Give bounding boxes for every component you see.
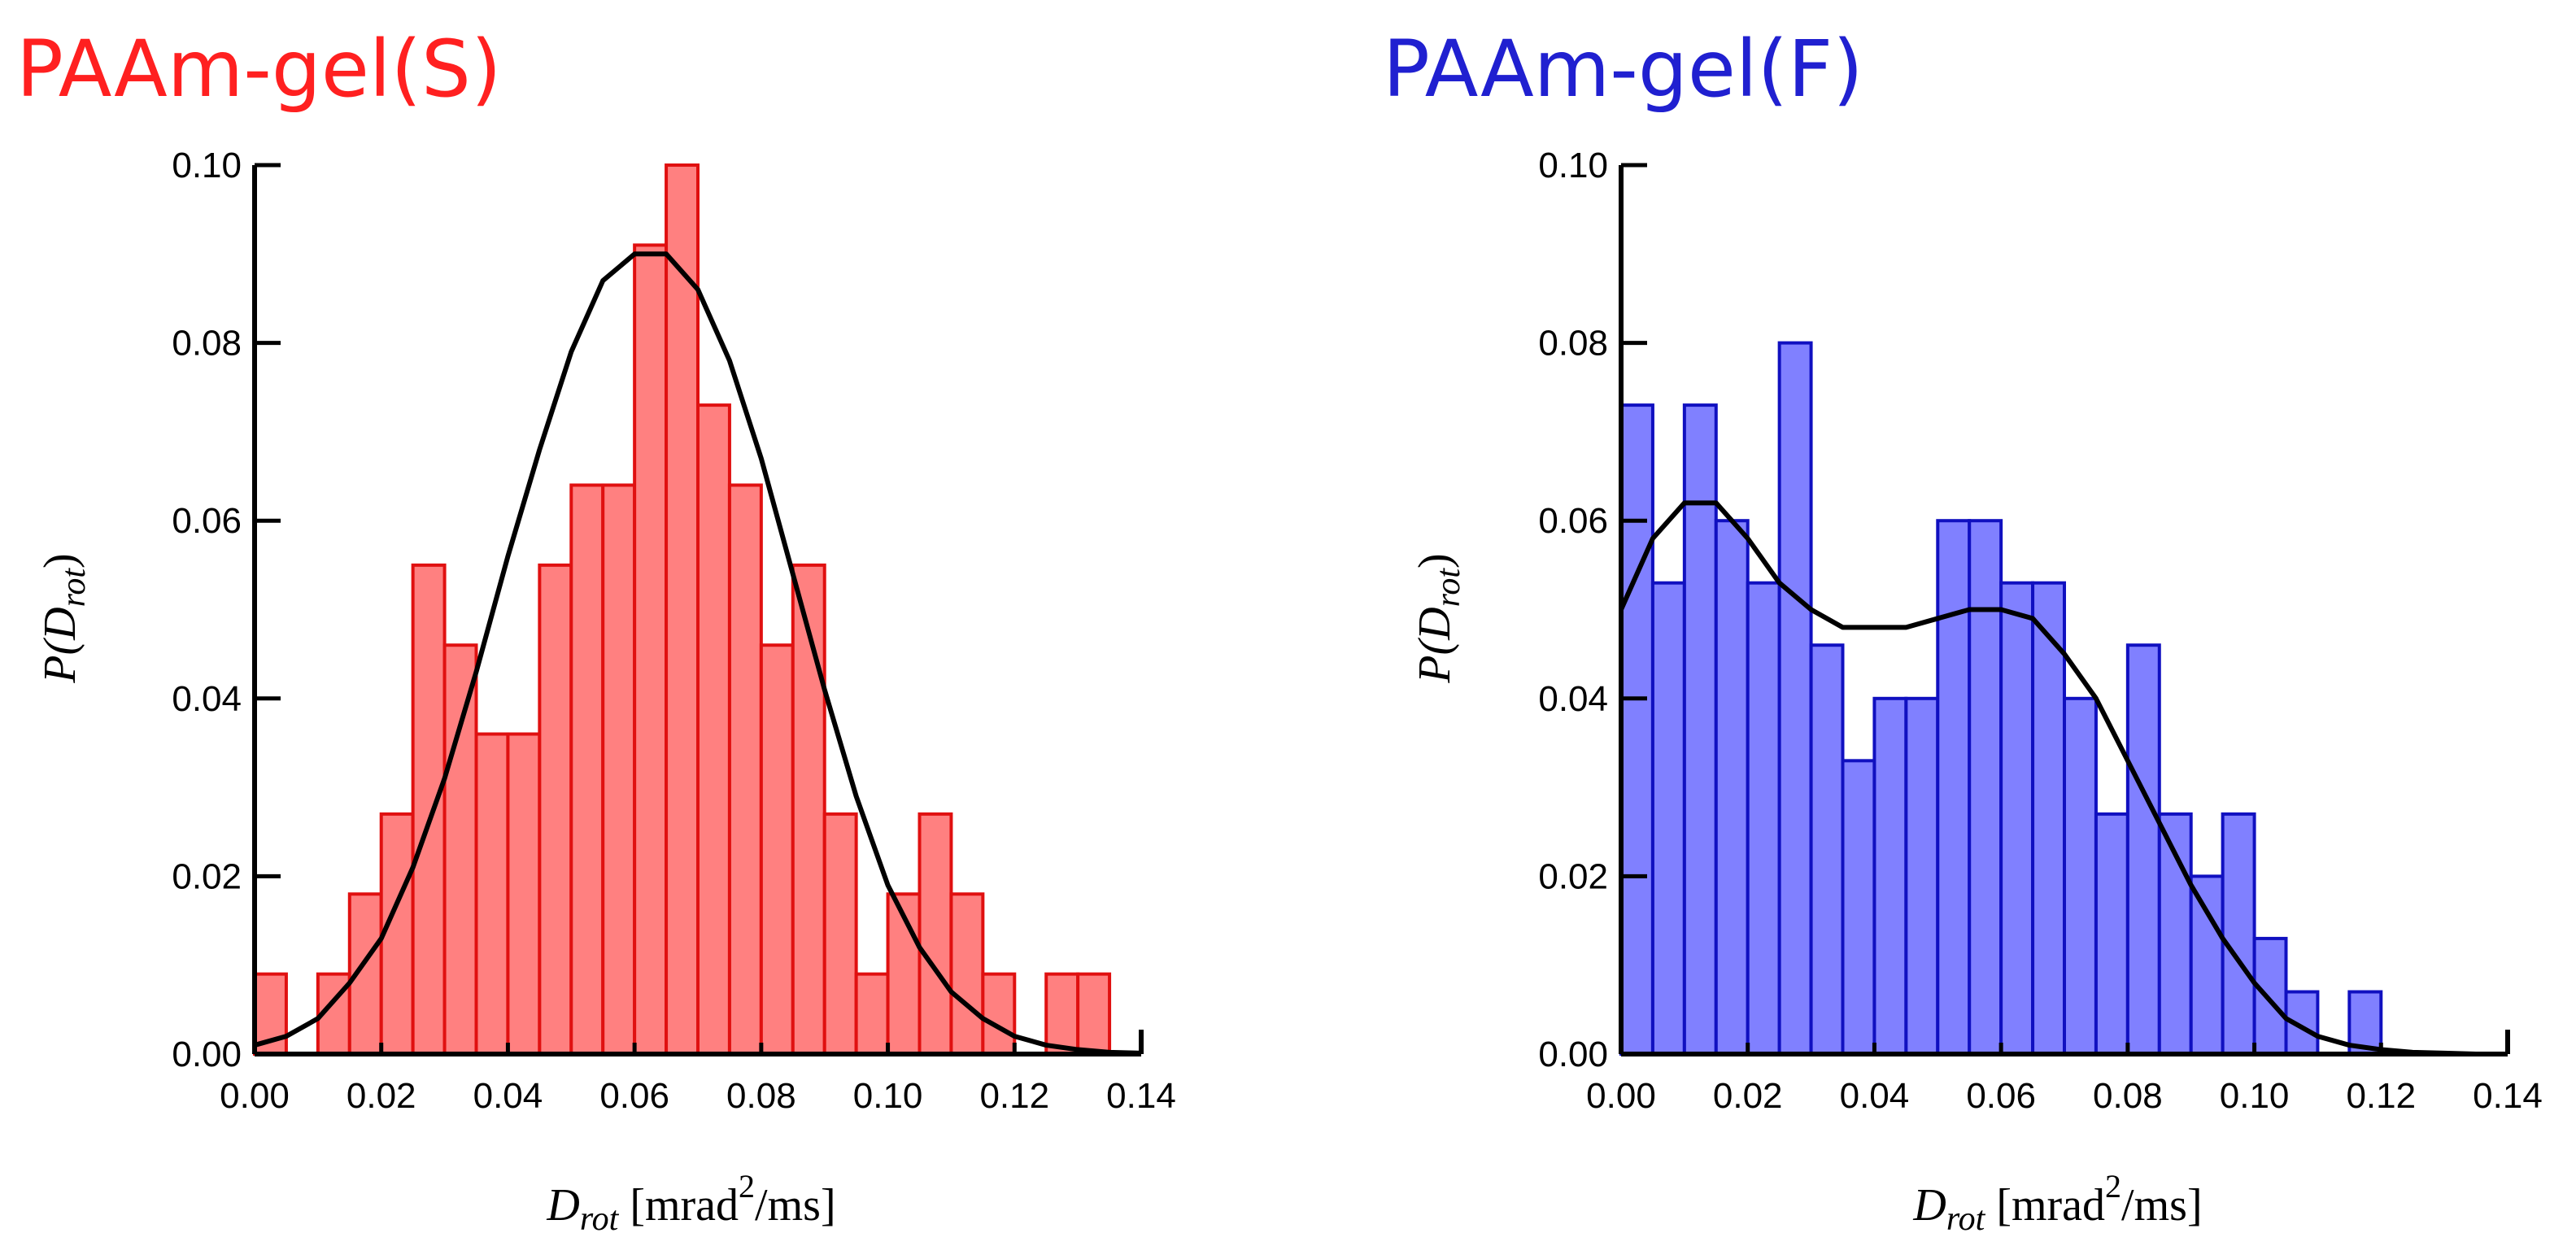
x-tick-label: 0.04 <box>473 1076 543 1116</box>
histogram-bar <box>1619 403 1654 1056</box>
x-tick-label: 0.00 <box>220 1076 290 1116</box>
y-tick-label: 0.08 <box>1538 324 1608 364</box>
x-tick-label: 0.02 <box>1713 1076 1783 1116</box>
y-tick-label: 0.10 <box>1538 146 1608 185</box>
y-tick-label: 0.00 <box>172 1035 242 1074</box>
y-tick-label: 0.04 <box>1538 679 1608 719</box>
fit-curve-f <box>1619 500 2508 1056</box>
x-axis-label-s: Drot [mrad2/ms] <box>546 1168 835 1238</box>
y-tick-label: 0.08 <box>172 324 242 364</box>
histogram-bar <box>918 812 953 1056</box>
panel-s: PAAm-gel(S) 0.00 0.02 0.04 0.06 0.08 0.10 0.12… <box>16 24 1176 1238</box>
y-tick-label: 0.04 <box>172 679 242 719</box>
histogram-bar <box>1999 581 2035 1056</box>
panel-f: PAAm-gel(F) 0.00 0.02 0.04 0.06 0.08 0.10 0.12… <box>1383 24 2543 1238</box>
x-axis-label-f: Drot [mrad2/ms] <box>1912 1168 2202 1238</box>
histogram-bar <box>696 403 731 1056</box>
y-axis-label-s: P(Drot) <box>35 553 93 683</box>
x-tick-label: 0.12 <box>2346 1076 2416 1116</box>
histogram-bar <box>1841 759 1876 1056</box>
histogram-bar <box>2063 696 2098 1056</box>
histogram-bar <box>1936 519 1972 1056</box>
histogram-bar <box>1076 972 1112 1056</box>
histogram-bar <box>1904 696 1940 1056</box>
panel-title-f: PAAm-gel(F) <box>1383 24 1863 115</box>
histogram-bar <box>506 732 542 1056</box>
x-tick-label: 0.00 <box>1586 1076 1656 1116</box>
x-tick-label: 0.08 <box>726 1076 796 1116</box>
fit-curve-s <box>254 251 1142 1056</box>
histogram-bar <box>1746 581 1781 1056</box>
x-tick-label: 0.02 <box>347 1076 416 1116</box>
histogram-bar <box>2221 812 2256 1056</box>
x-tick-label: 0.14 <box>1106 1076 1176 1116</box>
x-tick-label: 0.08 <box>2093 1076 2163 1116</box>
x-tick-label: 0.04 <box>1840 1076 1910 1116</box>
x-tick-label: 0.10 <box>2220 1076 2290 1116</box>
y-tick-label: 0.00 <box>1538 1035 1608 1074</box>
histogram-bar <box>949 892 985 1056</box>
y-tick-label: 0.06 <box>172 501 242 541</box>
histogram-bar <box>633 243 669 1056</box>
histogram-bar <box>822 812 858 1056</box>
y-ticks-s: 0.00 0.02 0.04 0.06 0.08 0.10 <box>172 146 281 1074</box>
x-tick-label: 0.06 <box>599 1076 669 1116</box>
histogram-bar <box>538 563 573 1056</box>
x-tick-label: 0.06 <box>1966 1076 2036 1116</box>
y-tick-label: 0.10 <box>172 146 242 185</box>
histogram-bar <box>411 563 447 1056</box>
y-tick-label: 0.02 <box>1538 856 1608 896</box>
histogram-bar <box>727 483 763 1056</box>
histogram-bar <box>2252 936 2288 1056</box>
histogram-bar <box>601 483 637 1056</box>
x-ticks-f: 0.00 0.02 0.04 0.06 0.08 0.10 0.12 0.14 <box>1586 1043 2543 1116</box>
histogram-bar <box>2031 581 2067 1056</box>
x-tick-label: 0.12 <box>979 1076 1049 1116</box>
histogram-bar <box>1872 696 1908 1056</box>
histogram-bar <box>1650 581 1686 1056</box>
histogram-bar <box>1714 519 1750 1056</box>
histogram-bar <box>1777 341 1813 1056</box>
y-tick-label: 0.02 <box>172 856 242 896</box>
histogram-bar <box>1682 403 1718 1056</box>
histogram-bar <box>981 972 1017 1056</box>
histogram-bar <box>791 563 826 1056</box>
bars-f <box>1619 341 2383 1056</box>
histogram-bar <box>854 972 890 1056</box>
histogram-bar <box>379 812 415 1056</box>
histogram-bar <box>1968 519 2003 1056</box>
histogram-bar <box>2125 643 2161 1056</box>
histogram-bar <box>759 643 795 1056</box>
y-tick-label: 0.06 <box>1538 501 1608 541</box>
histogram-bar <box>665 163 700 1056</box>
panel-title-s: PAAm-gel(S) <box>16 24 501 115</box>
y-ticks-f: 0.00 0.02 0.04 0.06 0.08 0.10 <box>1538 146 1647 1074</box>
histogram-bar <box>569 483 605 1056</box>
x-tick-label: 0.14 <box>2473 1076 2543 1116</box>
x-tick-label: 0.10 <box>853 1076 923 1116</box>
y-axis-label-f: P(Drot) <box>1410 553 1467 683</box>
histogram-bar <box>442 643 478 1056</box>
bars-s <box>253 163 1112 1056</box>
x-ticks-s: 0.00 0.02 0.04 0.06 0.08 0.10 0.12 0.14 <box>220 1043 1176 1116</box>
histogram-bar <box>1809 643 1845 1056</box>
histogram-bar <box>2189 874 2225 1056</box>
histogram-bar <box>474 732 510 1056</box>
histogram-bar <box>1044 972 1080 1056</box>
histogram-bar <box>2094 812 2129 1056</box>
